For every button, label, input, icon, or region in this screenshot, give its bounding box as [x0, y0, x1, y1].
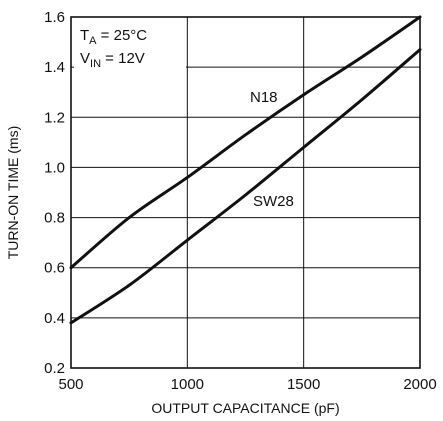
- test-conditions: TA = 25°C VIN = 12V: [74, 20, 186, 70]
- y-tick-label-0.6: 0.6: [44, 260, 65, 277]
- series-line-sw28: [69, 48, 422, 325]
- x-tick-label-2000: 2000: [403, 376, 436, 393]
- y-tick-label-1.6: 1.6: [44, 9, 65, 26]
- tick-labels: 500 1000 1500 2000 0.2 0.4 0.6 0.8 1.0 1.2 1.4 1.6: [44, 9, 437, 393]
- vin-symbol: V: [80, 50, 90, 67]
- vin-subscript: IN: [90, 58, 101, 70]
- vin-value: = 12V: [101, 50, 145, 67]
- y-tick-label-1.4: 1.4: [44, 59, 65, 76]
- series-layer: [69, 15, 422, 325]
- y-axis-title: TURN-ON TIME (ms): [5, 126, 21, 260]
- x-axis-title: OUTPUT CAPACITANCE (pF): [151, 400, 339, 416]
- conditions-background: [74, 20, 186, 68]
- y-tick-label-0.2: 0.2: [44, 360, 65, 377]
- ta-subscript: A: [89, 35, 97, 47]
- y-tick-label-1.2: 1.2: [44, 109, 65, 126]
- plot-frame: [70, 16, 421, 369]
- ta-symbol: T: [80, 27, 89, 44]
- ta-value: = 25°C: [97, 27, 148, 44]
- series-label-n18: N18: [250, 89, 278, 106]
- series-line-n18: [69, 15, 422, 270]
- y-tick-label-0.8: 0.8: [44, 210, 65, 227]
- x-tick-label-1000: 1000: [171, 376, 204, 393]
- y-tick-label-1.0: 1.0: [44, 159, 65, 176]
- y-tick-label-0.4: 0.4: [44, 310, 65, 327]
- ambient-temperature-label: TA = 25°C: [80, 27, 147, 47]
- grid-lines: [71, 17, 420, 368]
- x-tick-label-500: 500: [58, 376, 83, 393]
- series-label-sw28: SW28: [253, 193, 294, 210]
- x-tick-label-1500: 1500: [287, 376, 320, 393]
- input-voltage-label: VIN = 12V: [80, 50, 145, 70]
